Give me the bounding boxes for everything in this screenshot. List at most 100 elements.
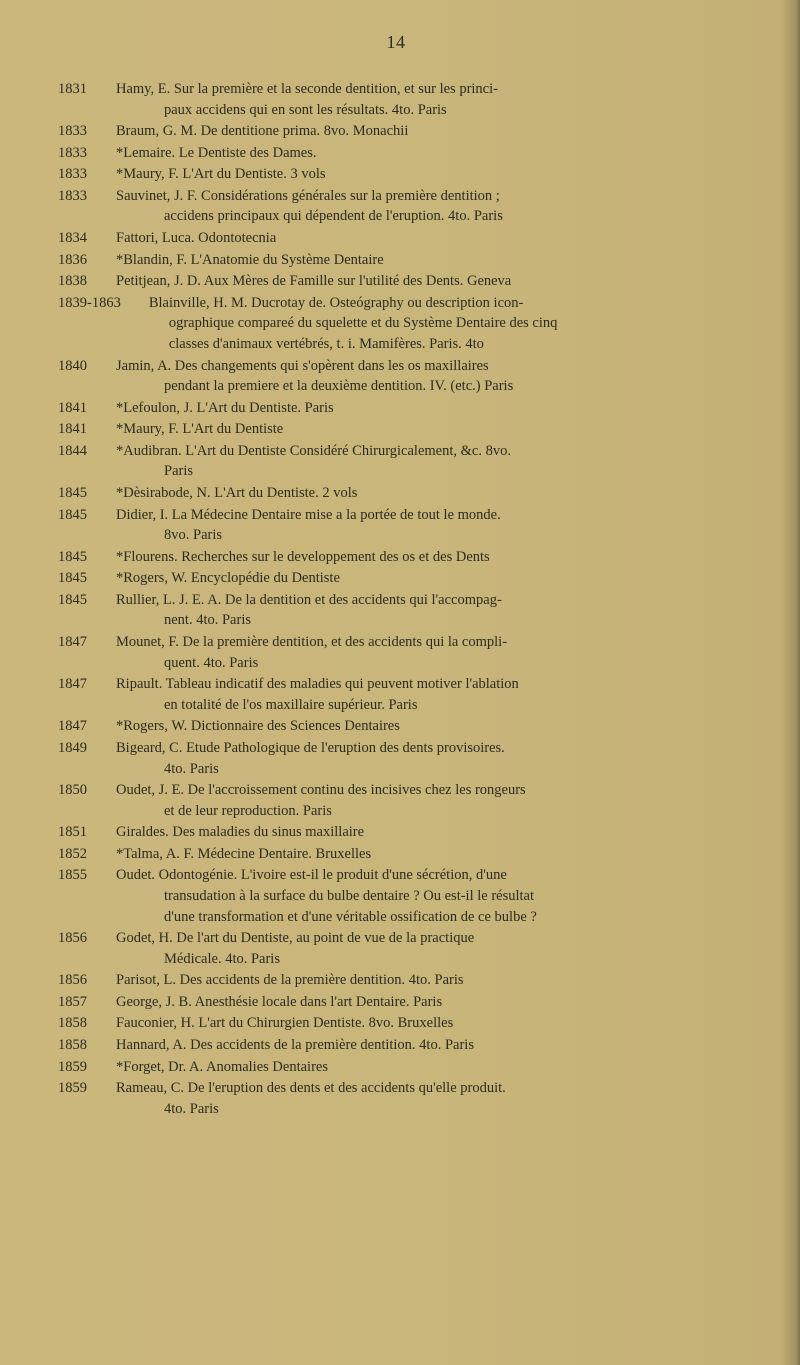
bibliography-entry: 1847*Rogers, W. Dictionnaire des Science… — [58, 716, 734, 737]
entry-line: Rullier, L. J. E. A. De la dentition et … — [116, 590, 734, 611]
entry-text: Hannard, A. Des accidents de la première… — [116, 1035, 734, 1056]
entry-line: *Maury, F. L'Art du Dentiste — [116, 419, 734, 440]
bibliography-entry: 1847Mounet, F. De la première dentition,… — [58, 632, 734, 673]
entry-year: 1856 — [58, 970, 116, 991]
page: 14 1831Hamy, E. Sur la première et la se… — [0, 0, 800, 1365]
entry-line: et de leur reproduction. Paris — [116, 801, 734, 822]
entry-text: *Rogers, W. Dictionnaire des Sciences De… — [116, 716, 734, 737]
entry-line: *Rogers, W. Dictionnaire des Sciences De… — [116, 716, 734, 737]
bibliography-entries: 1831Hamy, E. Sur la première et la secon… — [58, 79, 734, 1119]
bibliography-entry: 1833Braum, G. M. De dentitione prima. 8v… — [58, 121, 734, 142]
bibliography-entry: 1852*Talma, A. F. Médecine Dentaire. Bru… — [58, 844, 734, 865]
entry-text: Parisot, L. Des accidents de la première… — [116, 970, 734, 991]
entry-line: Godet, H. De l'art du Dentiste, au point… — [116, 928, 734, 949]
entry-text: George, J. B. Anesthésie locale dans l'a… — [116, 992, 734, 1013]
entry-year: 1856 — [58, 928, 116, 949]
entry-line: d'une transformation et d'une véritable … — [116, 907, 734, 928]
entry-year: 1831 — [58, 79, 116, 100]
entry-text: *Maury, F. L'Art du Dentiste. 3 vols — [116, 164, 734, 185]
entry-text: *Lemaire. Le Dentiste des Dames. — [116, 143, 734, 164]
entry-line: Paris — [116, 461, 734, 482]
bibliography-entry: 1839-1863 Blainville, H. M. Ducrotay de. … — [58, 293, 734, 355]
entry-text: Jamin, A. Des changements qui s'opèrent … — [116, 356, 734, 397]
entry-line: *Forget, Dr. A. Anomalies Dentaires — [116, 1057, 734, 1078]
entry-text: *Lefoulon, J. L'Art du Dentiste. Paris — [116, 398, 734, 419]
bibliography-entry: 1838Petitjean, J. D. Aux Mères de Famill… — [58, 271, 734, 292]
entry-text: Blainville, H. M. Ducrotay de. Osteógrap… — [121, 293, 734, 355]
entry-year: 1833 — [58, 121, 116, 142]
entry-line: Braum, G. M. De dentitione prima. 8vo. M… — [116, 121, 734, 142]
entry-line: Jamin, A. Des changements qui s'opèrent … — [116, 356, 734, 377]
entry-text: Godet, H. De l'art du Dentiste, au point… — [116, 928, 734, 969]
bibliography-entry: 1856Parisot, L. Des accidents de la prem… — [58, 970, 734, 991]
entry-line: Blainville, H. M. Ducrotay de. Osteógrap… — [149, 293, 734, 314]
bibliography-entry: 1857George, J. B. Anesthésie locale dans… — [58, 992, 734, 1013]
entry-year: 1841 — [58, 398, 116, 419]
entry-line: 4to. Paris — [116, 1099, 734, 1120]
bibliography-entry: 1845*Dèsirabode, N. L'Art du Dentiste. 2… — [58, 483, 734, 504]
entry-year: 1839-1863 — [58, 293, 121, 314]
entry-year: 1847 — [58, 632, 116, 653]
entry-year: 1833 — [58, 186, 116, 207]
entry-line: Didier, I. La Médecine Dentaire mise a l… — [116, 505, 734, 526]
entry-year: 1847 — [58, 716, 116, 737]
entry-line: *Lefoulon, J. L'Art du Dentiste. Paris — [116, 398, 734, 419]
entry-text: Oudet. Odontogénie. L'ivoire est-il le p… — [116, 865, 734, 927]
entry-line: *Lemaire. Le Dentiste des Dames. — [116, 143, 734, 164]
bibliography-entry: 1856Godet, H. De l'art du Dentiste, au p… — [58, 928, 734, 969]
entry-text: Sauvinet, J. F. Considérations générales… — [116, 186, 734, 227]
entry-year: 1855 — [58, 865, 116, 886]
bibliography-entry: 1845*Rogers, W. Encyclopédie du Dentiste — [58, 568, 734, 589]
entry-line: Hamy, E. Sur la première et la seconde d… — [116, 79, 734, 100]
bibliography-entry: 1845*Flourens. Recherches sur le develop… — [58, 547, 734, 568]
entry-text: *Blandin, F. L'Anatomie du Système Denta… — [116, 250, 734, 271]
entry-year: 1850 — [58, 780, 116, 801]
bibliography-entry: 1834Fattori, Luca. Odontotecnia — [58, 228, 734, 249]
entry-year: 1858 — [58, 1013, 116, 1034]
bibliography-entry: 1859*Forget, Dr. A. Anomalies Dentaires — [58, 1057, 734, 1078]
entry-year: 1845 — [58, 568, 116, 589]
entry-line: *Talma, A. F. Médecine Dentaire. Bruxell… — [116, 844, 734, 865]
entry-line: Fauconier, H. L'art du Chirurgien Dentis… — [116, 1013, 734, 1034]
entry-text: *Flourens. Recherches sur le developpeme… — [116, 547, 734, 568]
entry-year: 1838 — [58, 271, 116, 292]
entry-line: Petitjean, J. D. Aux Mères de Famille su… — [116, 271, 734, 292]
bibliography-entry: 1858Hannard, A. Des accidents de la prem… — [58, 1035, 734, 1056]
entry-text: *Forget, Dr. A. Anomalies Dentaires — [116, 1057, 734, 1078]
entry-year: 1859 — [58, 1057, 116, 1078]
entry-text: *Maury, F. L'Art du Dentiste — [116, 419, 734, 440]
bibliography-entry: 1833Sauvinet, J. F. Considérations génér… — [58, 186, 734, 227]
entry-text: Braum, G. M. De dentitione prima. 8vo. M… — [116, 121, 734, 142]
entry-line: pendant la premiere et la deuxième denti… — [116, 376, 734, 397]
entry-text: Ripault. Tableau indicatif des maladies … — [116, 674, 734, 715]
entry-year: 1833 — [58, 143, 116, 164]
entry-text: *Audibran. L'Art du Dentiste Considéré C… — [116, 441, 734, 482]
bibliography-entry: 1845Didier, I. La Médecine Dentaire mise… — [58, 505, 734, 546]
entry-year: 1852 — [58, 844, 116, 865]
entry-line: *Rogers, W. Encyclopédie du Dentiste — [116, 568, 734, 589]
entry-year: 1859 — [58, 1078, 116, 1099]
bibliography-entry: 1855Oudet. Odontogénie. L'ivoire est-il … — [58, 865, 734, 927]
entry-line: Giraldes. Des maladies du sinus maxillai… — [116, 822, 734, 843]
entry-year: 1845 — [58, 590, 116, 611]
bibliography-entry: 1841*Maury, F. L'Art du Dentiste — [58, 419, 734, 440]
entry-year: 1836 — [58, 250, 116, 271]
entry-year: 1841 — [58, 419, 116, 440]
entry-line: classes d'animaux vertébrés, t. i. Mamif… — [121, 334, 734, 355]
entry-line: Ripault. Tableau indicatif des maladies … — [116, 674, 734, 695]
entry-line: 4to. Paris — [116, 759, 734, 780]
entry-line: Sauvinet, J. F. Considérations générales… — [116, 186, 734, 207]
entry-text: Petitjean, J. D. Aux Mères de Famille su… — [116, 271, 734, 292]
entry-year: 1858 — [58, 1035, 116, 1056]
bibliography-entry: 1833*Lemaire. Le Dentiste des Dames. — [58, 143, 734, 164]
entry-text: Oudet, J. E. De l'accroissement continu … — [116, 780, 734, 821]
entry-line: Hannard, A. Des accidents de la première… — [116, 1035, 734, 1056]
entry-year: 1857 — [58, 992, 116, 1013]
entry-text: *Dèsirabode, N. L'Art du Dentiste. 2 vol… — [116, 483, 734, 504]
entry-line: Rameau, C. De l'eruption des dents et de… — [116, 1078, 734, 1099]
entry-year: 1847 — [58, 674, 116, 695]
entry-line: nent. 4to. Paris — [116, 610, 734, 631]
bibliography-entry: 1831Hamy, E. Sur la première et la secon… — [58, 79, 734, 120]
entry-text: Rameau, C. De l'eruption des dents et de… — [116, 1078, 734, 1119]
entry-line: accidens principaux qui dépendent de l'e… — [116, 206, 734, 227]
